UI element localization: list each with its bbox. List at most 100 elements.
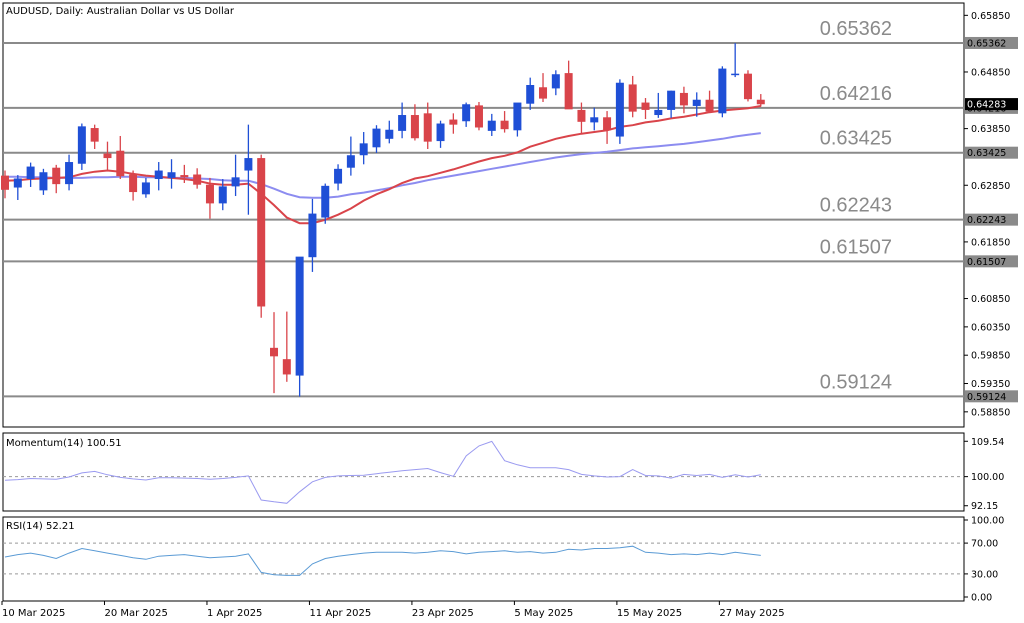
candle-body [462,104,471,122]
candle [603,111,612,144]
candle-body [398,115,407,131]
candle [577,102,586,134]
time-tick-label: 11 Apr 2025 [309,608,371,619]
level-tag-label: 0.61507 [967,257,1006,268]
candle [282,311,291,382]
candle-body [26,166,35,180]
candle-body [231,177,240,187]
candle [90,124,99,150]
level-label: 0.64216 [820,83,892,105]
candle [423,102,432,150]
candle [756,94,765,107]
level-tag-box [965,146,1018,159]
momentum-line [4,440,761,504]
momentum-tick-label: 100.00 [971,472,1004,483]
price-tick-label: 0.58850 [971,407,1010,418]
rsi-tick-label: 70.00 [971,539,998,550]
candle-body [692,99,701,106]
price-tick-label: 0.64850 [971,67,1010,78]
level-tag-label: 0.65362 [967,38,1006,49]
time-tick-label: 10 Mar 2025 [2,608,65,619]
candle [218,179,227,211]
candle-body [731,73,740,76]
candle-body [346,155,355,168]
candle [743,70,752,102]
momentum-tick-label: 109.54 [971,437,1004,448]
candle [500,111,509,133]
candle [436,120,445,148]
candle-body [52,167,61,185]
time-tick-label: 5 May 2025 [514,608,573,619]
candle-body [667,90,676,110]
candle-body [526,85,535,104]
candle-body [65,162,74,185]
candle [359,132,368,165]
level-label: 0.59124 [820,371,892,393]
candle [1,170,9,199]
candle-body [205,184,214,204]
time-axis: 10 Mar 2025 20 Mar 2025 1 Apr 2025 11 Apr 2… [1,601,785,619]
momentum-title: Momentum(14) 100.51 [6,438,122,449]
current-price-tag [965,98,1018,111]
candle [39,168,48,195]
time-tick-label: 23 Apr 2025 [412,608,474,619]
candle-body [13,178,22,188]
price-tick-label: 0.61850 [971,237,1010,248]
candle-body [474,105,483,128]
fast-ma-line [4,105,761,225]
price-tick-label: 0.65850 [971,11,1010,22]
level-tag-label: 0.63425 [967,148,1006,159]
candle-body [423,113,432,142]
candle [449,113,458,134]
candle [77,123,86,170]
candle [513,102,522,137]
candle [193,168,202,189]
candle-body [1,175,9,190]
candle [154,162,163,191]
candle [526,77,535,110]
price-axis: 0.65850 0.64850 0.63850 0.62850 0.61850 0.608… [964,11,1018,418]
rsi-indicator: 100.00 70.00 30.00 0.00 [3,516,1004,604]
time-tick-label: 20 Mar 2025 [104,608,167,619]
candle [398,102,407,139]
momentum-tick-label: 92.15 [971,501,998,512]
candle-body [743,73,752,100]
price-tick-label: 0.59350 [971,379,1010,390]
level-tag-label: 0.62243 [967,215,1006,226]
candlestick-series [1,43,765,397]
candle [539,73,548,102]
rsi-tick-label: 100.00 [971,516,1004,527]
candle-body [603,117,612,131]
candle-body [167,172,176,178]
candle [257,154,266,318]
candle [270,312,279,394]
candle-body [718,68,727,114]
level-label: 0.65362 [820,18,892,40]
candle-body [385,129,394,139]
candle-body [551,74,560,89]
candle [474,101,483,131]
candle [718,66,727,118]
candle-body [410,115,419,139]
candle [103,141,112,170]
candle-body [372,128,381,148]
candle [129,170,138,201]
candle-body [257,158,266,307]
candle [462,102,471,127]
candle-body [141,182,150,195]
candle-body [334,168,343,184]
candle [487,113,496,136]
candle-body [321,185,330,218]
candle-body [359,143,368,156]
candle-body [449,119,458,125]
level-label: 0.63425 [820,128,892,150]
candle [385,120,394,144]
candle-body [180,175,189,178]
candle-body [679,92,688,106]
rsi-tick-label: 30.00 [971,569,998,580]
candle-body [756,99,765,105]
candle [551,70,560,96]
rsi-line [4,545,761,576]
candle [205,177,214,219]
candle [321,183,330,224]
